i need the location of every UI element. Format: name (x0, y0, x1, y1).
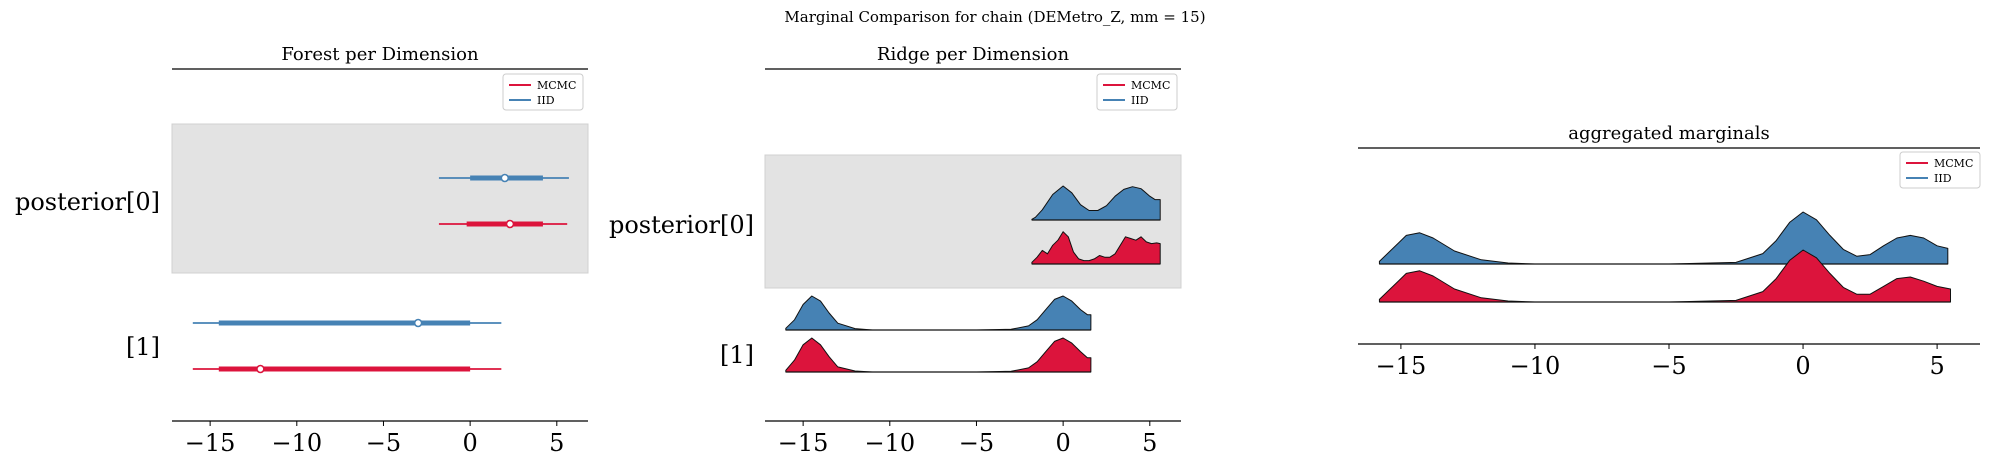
legend-entry: IID (537, 94, 555, 107)
panel-title: Forest per Dimension (281, 44, 479, 65)
legend-entry: MCMC (537, 79, 576, 92)
x-tick-label: −15 (778, 429, 829, 457)
panel-3: aggregated marginals −15 −10 −5 0 5 MCMC IID (1358, 123, 1981, 380)
x-tick-label: 5 (1929, 352, 1944, 380)
ridge-density (1378, 249, 1952, 303)
x-tick-label: −10 (1510, 352, 1561, 380)
ridge-density (1031, 231, 1161, 265)
panel-2: Ridge per Dimension −15 −10 −5 0 5 posterior[0… (609, 44, 1182, 457)
panels: Forest per Dimension −15 −10 −5 0 5 posterior[… (15, 44, 1981, 457)
legend: MCMC IID (1899, 151, 1981, 189)
median-point (256, 364, 265, 374)
legend: MCMC IID (1096, 73, 1178, 111)
x-tick-label: −10 (864, 429, 915, 457)
x-tick-label: −5 (366, 429, 401, 457)
ridge-density (785, 337, 1092, 373)
x-tick-label: −15 (1376, 352, 1427, 380)
figure-suptitle: Marginal Comparison for chain (DEMetro_Z… (784, 8, 1205, 26)
row-band (171, 123, 589, 274)
x-tick-label: −15 (185, 429, 236, 457)
legend-entry: IID (1934, 172, 1952, 185)
median-point (413, 318, 423, 328)
x-tick-label: −10 (271, 429, 322, 457)
row-band (764, 154, 1182, 289)
ridge-density (785, 295, 1092, 331)
row-label: [1] (126, 333, 160, 361)
median-point (500, 173, 510, 183)
x-tick-label: 5 (549, 429, 564, 457)
panel-title: Ridge per Dimension (877, 44, 1070, 65)
x-tick-label: 0 (462, 429, 477, 457)
row-label: posterior[0] (609, 211, 754, 239)
legend-entry: MCMC (1131, 79, 1170, 92)
panel-1: Forest per Dimension −15 −10 −5 0 5 posterior[… (15, 44, 589, 457)
ridge-density (1378, 211, 1949, 265)
row-label: [1] (720, 341, 754, 369)
legend-entry: MCMC (1934, 157, 1973, 170)
legend: MCMC IID (502, 73, 584, 111)
ridge-density (1031, 185, 1161, 221)
median-point (505, 219, 515, 229)
x-tick-label: 5 (1142, 429, 1157, 457)
row-label: posterior[0] (15, 188, 160, 216)
x-tick-label: −5 (1651, 352, 1686, 380)
panel-title: aggregated marginals (1568, 123, 1769, 144)
legend-entry: IID (1131, 94, 1149, 107)
x-tick-label: 0 (1795, 352, 1810, 380)
x-tick-label: −5 (959, 429, 994, 457)
x-tick-label: 0 (1055, 429, 1070, 457)
